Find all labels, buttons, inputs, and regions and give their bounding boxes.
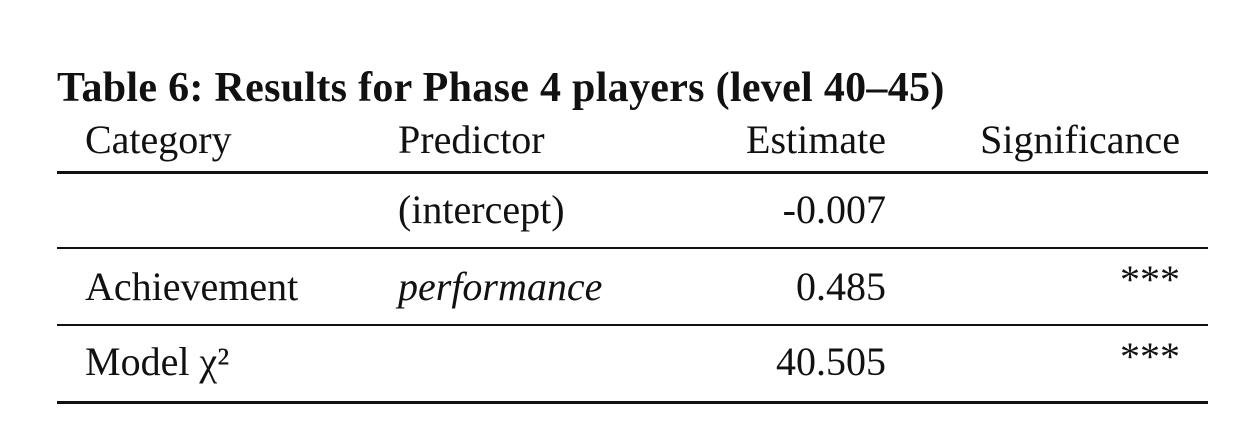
table-cell: 0.485 (796, 264, 886, 309)
bottom-rule (57, 401, 1208, 404)
table-cell: *** (1120, 257, 1180, 302)
table-cell: 40.505 (776, 339, 886, 384)
table-cell: *** (1120, 334, 1180, 379)
table-cell: Achievement (85, 264, 299, 309)
table-cell: -0.007 (782, 187, 886, 232)
table-cell: Model χ² (85, 339, 230, 384)
row-rule (57, 247, 1208, 249)
column-header: Significance (980, 117, 1180, 162)
top-rule (57, 171, 1208, 174)
row-rule (57, 324, 1208, 326)
table-cell: (intercept) (398, 187, 565, 232)
column-header: Category (85, 117, 232, 162)
table-caption: Table 6: Results for Phase 4 players (le… (57, 65, 945, 111)
column-header: Predictor (398, 117, 545, 162)
table-cell: performance (398, 264, 603, 309)
column-header: Estimate (746, 117, 886, 162)
